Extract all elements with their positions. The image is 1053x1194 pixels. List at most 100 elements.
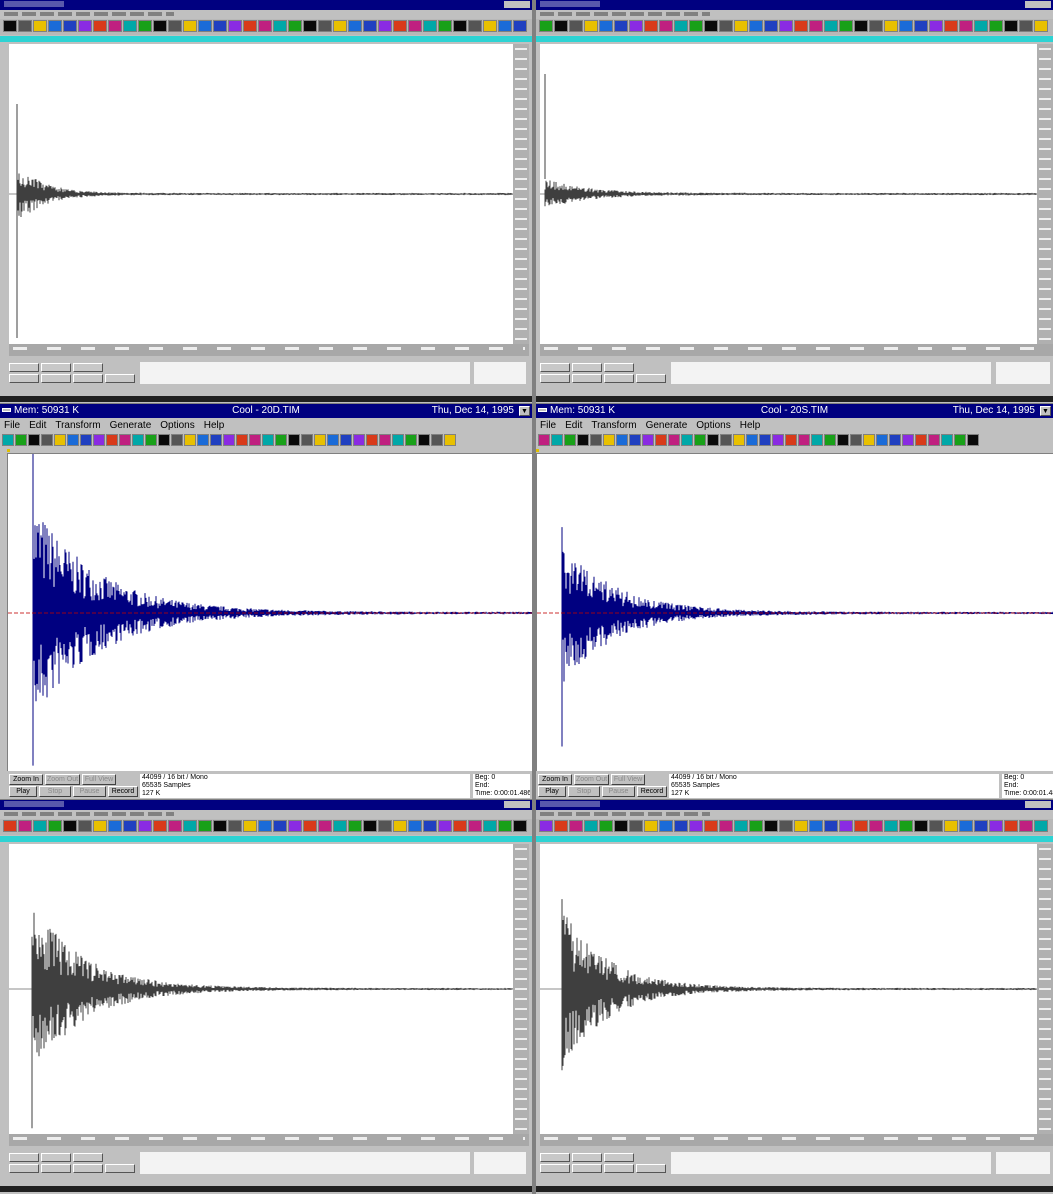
- toolbar-tool-icon[interactable]: [106, 434, 118, 446]
- play-button[interactable]: [9, 374, 39, 383]
- play-button[interactable]: Play: [538, 786, 566, 797]
- toolbar-tool-icon[interactable]: [168, 20, 182, 32]
- menu-help[interactable]: Help: [739, 420, 761, 431]
- selection-marker[interactable]: [7, 449, 10, 452]
- toolbar-tool-icon[interactable]: [746, 434, 758, 446]
- toolbar-tool-icon[interactable]: [614, 20, 628, 32]
- toolbar-tool-icon[interactable]: [584, 20, 598, 32]
- toolbar-tool-icon[interactable]: [734, 20, 748, 32]
- toolbar-tool-icon[interactable]: [869, 20, 883, 32]
- toolbar-tool-icon[interactable]: [569, 820, 583, 832]
- menu-bar[interactable]: [0, 810, 532, 819]
- toolbar-tool-icon[interactable]: [1004, 820, 1018, 832]
- toolbar-tool-icon[interactable]: [366, 434, 378, 446]
- toolbar-tool-icon[interactable]: [884, 820, 898, 832]
- toolbar-tool-icon[interactable]: [108, 820, 122, 832]
- toolbar-tool-icon[interactable]: [704, 820, 718, 832]
- toolbar-tool-icon[interactable]: [498, 20, 512, 32]
- play-button[interactable]: [540, 1164, 570, 1173]
- toolbar-tool-icon[interactable]: [599, 820, 613, 832]
- full-view-button[interactable]: [604, 1153, 634, 1162]
- toolbar-tool-icon[interactable]: [839, 20, 853, 32]
- toolbar-tool-icon[interactable]: [431, 434, 443, 446]
- menu-options[interactable]: Options: [160, 420, 195, 431]
- toolbar-tool-icon[interactable]: [210, 434, 222, 446]
- menu-file[interactable]: File: [4, 420, 21, 431]
- toolbar-tool-icon[interactable]: [318, 820, 332, 832]
- pause-button[interactable]: Pause: [73, 786, 106, 797]
- toolbar-tool-icon[interactable]: [603, 434, 615, 446]
- toolbar-tool-icon[interactable]: [944, 20, 958, 32]
- full-view-button[interactable]: [604, 363, 634, 372]
- toolbar-tool-icon[interactable]: [333, 820, 347, 832]
- toolbar-tool-icon[interactable]: [236, 434, 248, 446]
- toolbar-tool-icon[interactable]: [876, 434, 888, 446]
- toolbar-tool-icon[interactable]: [228, 20, 242, 32]
- toolbar-tool-icon[interactable]: [584, 820, 598, 832]
- toolbar-tool-icon[interactable]: [138, 820, 152, 832]
- toolbar-tool-icon[interactable]: [468, 20, 482, 32]
- toolbar-tool-icon[interactable]: [408, 20, 422, 32]
- toolbar-tool-icon[interactable]: [168, 820, 182, 832]
- system-menu-icon[interactable]: [538, 408, 547, 412]
- toolbar-tool-icon[interactable]: [539, 820, 553, 832]
- menu-transform[interactable]: Transform: [591, 420, 637, 431]
- window-controls[interactable]: [1025, 1, 1051, 8]
- chevron-down-icon[interactable]: ▼: [519, 406, 530, 416]
- toolbar-tool-icon[interactable]: [198, 20, 212, 32]
- toolbar-tool-icon[interactable]: [423, 820, 437, 832]
- toolbar[interactable]: [536, 433, 1053, 448]
- toolbar-tool-icon[interactable]: [733, 434, 745, 446]
- record-button[interactable]: [105, 1164, 135, 1173]
- system-menu-icon[interactable]: [2, 408, 11, 412]
- toolbar-tool-icon[interactable]: [720, 434, 732, 446]
- toolbar-tool-icon[interactable]: [405, 434, 417, 446]
- toolbar-tool-icon[interactable]: [929, 820, 943, 832]
- toolbar-tool-icon[interactable]: [869, 820, 883, 832]
- toolbar-tool-icon[interactable]: [301, 434, 313, 446]
- toolbar-tool-icon[interactable]: [989, 20, 1003, 32]
- toolbar-tool-icon[interactable]: [929, 20, 943, 32]
- toolbar-tool-icon[interactable]: [3, 20, 17, 32]
- toolbar-tool-icon[interactable]: [811, 434, 823, 446]
- waveform-view[interactable]: [540, 44, 1037, 344]
- toolbar-tool-icon[interactable]: [483, 20, 497, 32]
- toolbar-tool-icon[interactable]: [1019, 20, 1033, 32]
- toolbar-tool-icon[interactable]: [564, 434, 576, 446]
- toolbar-tool-icon[interactable]: [18, 820, 32, 832]
- toolbar-tool-icon[interactable]: [275, 434, 287, 446]
- toolbar-tool-icon[interactable]: [33, 820, 47, 832]
- toolbar-tool-icon[interactable]: [340, 434, 352, 446]
- toolbar-tool-icon[interactable]: [854, 20, 868, 32]
- toolbar-tool-icon[interactable]: [629, 434, 641, 446]
- zoom-in-button[interactable]: [9, 363, 39, 372]
- toolbar-tool-icon[interactable]: [551, 434, 563, 446]
- zoom-out-button[interactable]: [41, 363, 71, 372]
- toolbar-tool-icon[interactable]: [974, 820, 988, 832]
- toolbar-tool-icon[interactable]: [348, 820, 362, 832]
- zoom-out-button[interactable]: Zoom Out: [45, 774, 80, 785]
- toolbar-tool-icon[interactable]: [914, 20, 928, 32]
- waveform-view[interactable]: [9, 844, 513, 1134]
- play-button[interactable]: [9, 1164, 39, 1173]
- toolbar-tool-icon[interactable]: [974, 20, 988, 32]
- stop-button[interactable]: [41, 1164, 71, 1173]
- toolbar-tool-icon[interactable]: [850, 434, 862, 446]
- toolbar-tool-icon[interactable]: [273, 820, 287, 832]
- toolbar-tool-icon[interactable]: [899, 20, 913, 32]
- toolbar-tool-icon[interactable]: [333, 20, 347, 32]
- toolbar-tool-icon[interactable]: [749, 820, 763, 832]
- toolbar-tool-icon[interactable]: [659, 20, 673, 32]
- toolbar-tool-icon[interactable]: [554, 820, 568, 832]
- toolbar-tool-icon[interactable]: [303, 820, 317, 832]
- toolbar-tool-icon[interactable]: [468, 820, 482, 832]
- toolbar-tool-icon[interactable]: [1004, 20, 1018, 32]
- toolbar-tool-icon[interactable]: [378, 20, 392, 32]
- toolbar-tool-icon[interactable]: [1034, 20, 1048, 32]
- toolbar-tool-icon[interactable]: [378, 820, 392, 832]
- menu-bar[interactable]: [536, 810, 1053, 819]
- chevron-down-icon[interactable]: ▼: [1040, 406, 1051, 416]
- toolbar-tool-icon[interactable]: [33, 20, 47, 32]
- bottom-scroll[interactable]: [536, 396, 1053, 402]
- toolbar-tool-icon[interactable]: [48, 20, 62, 32]
